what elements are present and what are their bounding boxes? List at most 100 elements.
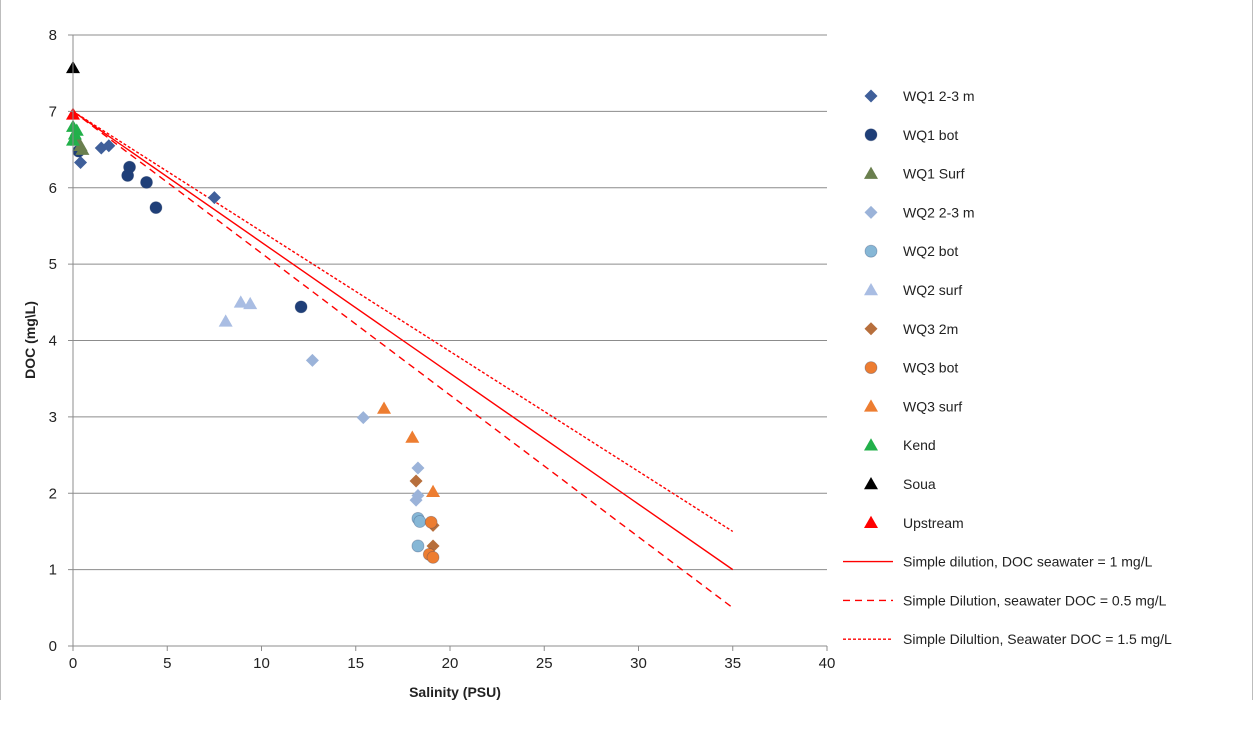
point-s8-2 bbox=[426, 484, 441, 497]
y-tick-label-3: 3 bbox=[49, 409, 57, 426]
x-tick-label-7: 35 bbox=[724, 655, 741, 672]
point-s0-3 bbox=[207, 191, 221, 205]
point-s8-1 bbox=[405, 430, 420, 443]
legend-label-8: WQ3 surf bbox=[903, 398, 962, 414]
series-group-8 bbox=[377, 401, 441, 497]
dilution-lines bbox=[72, 110, 734, 609]
legend-label-4: WQ2 bot bbox=[903, 243, 958, 259]
x-tick-label-1: 5 bbox=[163, 655, 171, 672]
x-tick-label-3: 15 bbox=[347, 655, 364, 672]
point-s1-2 bbox=[121, 169, 135, 182]
point-s0-0 bbox=[74, 156, 88, 170]
point-s5-0 bbox=[218, 314, 233, 327]
legend-marker-9 bbox=[864, 438, 878, 451]
point-s7-2 bbox=[426, 551, 440, 564]
y-tick-label-0: 0 bbox=[49, 638, 57, 655]
legend-label-1: WQ1 bot bbox=[903, 127, 958, 143]
point-s4-1 bbox=[413, 515, 427, 528]
series-group-0 bbox=[74, 139, 221, 205]
legend-item-4: WQ2 bot bbox=[864, 243, 958, 259]
legend-marker-4 bbox=[864, 244, 878, 258]
point-s3-1 bbox=[356, 411, 370, 425]
x-tick-label-5: 25 bbox=[536, 655, 553, 672]
y-axis-title: DOC (mg\L) bbox=[22, 301, 38, 379]
legend-item-14: Simple Dilultion, Seawater DOC = 1.5 mg/… bbox=[843, 631, 1172, 647]
legend-label-9: Kend bbox=[903, 437, 936, 453]
legend-marker-0 bbox=[864, 89, 878, 103]
data-markers bbox=[66, 60, 441, 564]
legend-label-14: Simple Dilultion, Seawater DOC = 1.5 mg/… bbox=[903, 631, 1172, 647]
legend-marker-3 bbox=[864, 205, 878, 219]
tick-labels: 0 5 10 15 20 25 30 35 40 0 1 2 3 4 5 6 7 8 bbox=[49, 27, 836, 672]
point-s1-5 bbox=[294, 300, 308, 314]
y-tick-label-1: 1 bbox=[49, 562, 57, 579]
legend-item-11: Upstream bbox=[864, 515, 964, 531]
point-s3-2 bbox=[411, 461, 425, 475]
gridlines bbox=[73, 34, 827, 571]
legend-item-10: Soua bbox=[864, 476, 936, 492]
y-tick-label-6: 6 bbox=[49, 180, 57, 197]
point-s1-4 bbox=[149, 201, 163, 215]
legend-item-0: WQ1 2-3 m bbox=[864, 88, 975, 104]
legend-item-3: WQ2 2-3 m bbox=[864, 204, 975, 220]
legend-marker-10 bbox=[864, 477, 878, 490]
legend-marker-8 bbox=[864, 399, 878, 412]
legend-marker-6 bbox=[864, 322, 878, 336]
legend-item-2: WQ1 Surf bbox=[864, 166, 965, 182]
point-s8-0 bbox=[377, 401, 392, 414]
axes bbox=[68, 34, 828, 651]
legend-label-3: WQ2 2-3 m bbox=[903, 204, 975, 220]
x-tick-label-6: 30 bbox=[630, 655, 647, 672]
x-tick-label-8: 40 bbox=[819, 655, 836, 672]
point-s3-4 bbox=[409, 493, 423, 507]
series-group-3 bbox=[305, 353, 425, 507]
legend-marker-2 bbox=[864, 166, 878, 179]
legend-label-13: Simple Dilution, seawater DOC = 0.5 mg/L bbox=[903, 592, 1167, 608]
legend-marker-11 bbox=[864, 515, 878, 529]
series-group-4 bbox=[411, 512, 427, 553]
legend-label-6: WQ3 2m bbox=[903, 321, 958, 337]
legend-label-7: WQ3 bot bbox=[903, 360, 958, 376]
series-line-13 bbox=[72, 110, 734, 609]
legend-marker-5 bbox=[864, 283, 878, 296]
point-s3-0 bbox=[305, 353, 319, 367]
x-tick-label-0: 0 bbox=[69, 655, 77, 672]
y-tick-label-5: 5 bbox=[49, 256, 57, 273]
point-s2-2 bbox=[75, 142, 90, 155]
point-s7-0 bbox=[424, 515, 438, 529]
y-tick-label-4: 4 bbox=[49, 333, 57, 350]
legend-label-0: WQ1 2-3 m bbox=[903, 88, 975, 104]
legend-item-13: Simple Dilution, seawater DOC = 0.5 mg/L bbox=[843, 592, 1167, 608]
y-tick-label-7: 7 bbox=[49, 103, 57, 120]
point-s4-2 bbox=[411, 539, 425, 553]
y-tick-label-2: 2 bbox=[49, 485, 57, 502]
legend-label-10: Soua bbox=[903, 476, 936, 492]
point-s5-2 bbox=[243, 296, 258, 310]
legend-label-12: Simple dilution, DOC seawater = 1 mg/L bbox=[903, 554, 1153, 570]
legend-item-1: WQ1 bot bbox=[864, 127, 958, 143]
legend-label-2: WQ1 Surf bbox=[903, 166, 965, 182]
legend-label-11: Upstream bbox=[903, 515, 964, 531]
x-tick-label-2: 10 bbox=[253, 655, 270, 672]
legend-item-6: WQ3 2m bbox=[864, 321, 958, 337]
series-line-14 bbox=[72, 110, 734, 533]
series-group-5 bbox=[218, 295, 258, 327]
legend-item-7: WQ3 bot bbox=[864, 360, 958, 376]
legend: WQ1 2-3 m WQ1 bot WQ1 Surf WQ2 2-3 m WQ2 bot… bbox=[843, 88, 1172, 647]
legend-marker-7 bbox=[864, 361, 878, 375]
point-s5-1 bbox=[233, 295, 248, 308]
series-group-7 bbox=[422, 515, 440, 564]
series-line-12 bbox=[72, 110, 734, 571]
x-tick-label-4: 20 bbox=[442, 655, 459, 672]
legend-item-8: WQ3 surf bbox=[864, 398, 962, 414]
legend-item-9: Kend bbox=[864, 437, 936, 453]
point-s0-2 bbox=[102, 139, 116, 153]
legend-item-5: WQ2 surf bbox=[864, 282, 962, 298]
legend-marker-1 bbox=[864, 128, 878, 142]
y-tick-label-8: 8 bbox=[49, 27, 57, 44]
legend-item-12: Simple dilution, DOC seawater = 1 mg/L bbox=[843, 554, 1153, 570]
point-s6-0 bbox=[409, 474, 423, 488]
legend-label-5: WQ2 surf bbox=[903, 282, 962, 298]
x-axis-title: Salinity (PSU) bbox=[409, 684, 501, 700]
